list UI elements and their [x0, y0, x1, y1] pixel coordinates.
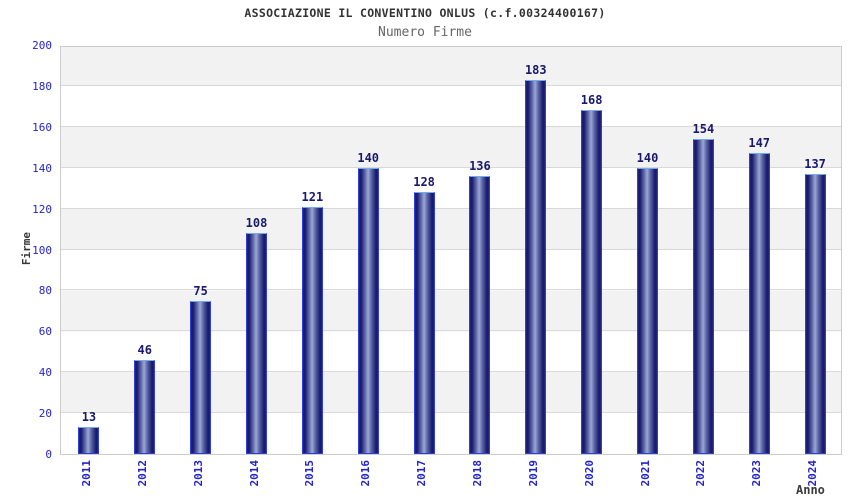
x-tick-label: 2018: [470, 460, 484, 487]
bar-value-label: 13: [81, 410, 97, 425]
gridline: [61, 371, 841, 373]
y-tick-label: 0: [45, 448, 52, 461]
x-tick-label: 2021: [638, 460, 652, 487]
bar-2018: [469, 175, 491, 454]
bar-value-label: 140: [636, 150, 659, 165]
gridline: [61, 166, 841, 168]
bar-value-label: 121: [301, 189, 324, 204]
x-tick-label: 2015: [303, 460, 317, 487]
x-tick-label: 2012: [135, 460, 149, 487]
x-tick-label: 2013: [191, 460, 205, 487]
x-tick-label: 2022: [694, 460, 708, 487]
bar-value-label: 108: [245, 216, 268, 231]
gridline: [61, 289, 841, 291]
bar-2014: [246, 233, 267, 454]
y-tick-label: 200: [32, 39, 52, 52]
y-tick-label: 60: [38, 325, 52, 339]
bar-2017: [413, 192, 435, 454]
bar-value-label: 154: [692, 122, 715, 137]
bar-2011: [78, 427, 100, 454]
bar-2012: [134, 359, 156, 454]
plot-area: 13 46 75 108 121 140 128 136 183 168 140 154 147 137: [60, 46, 842, 455]
gridline: [61, 84, 841, 86]
bar-value-label: 136: [469, 158, 491, 173]
x-tick-label: 2019: [526, 460, 540, 487]
x-axis-title: Anno: [796, 483, 825, 497]
bar-value-label: 75: [193, 283, 208, 298]
bar-2021: [637, 167, 658, 454]
bar-value-label: 168: [580, 93, 603, 108]
bar-2022: [692, 139, 714, 454]
y-tick-label: 80: [38, 284, 52, 298]
bar-value-label: 46: [137, 342, 153, 357]
x-tick-label: 2014: [247, 460, 261, 487]
chart-subtitle: Numero Firme: [378, 25, 472, 40]
x-tick-label: 2017: [415, 460, 429, 487]
bar-2024: [804, 173, 826, 454]
bar-2020: [581, 110, 603, 454]
bar-2016: [357, 167, 379, 454]
bar-2013: [190, 300, 212, 454]
gridline: [61, 330, 841, 332]
y-tick-label: 180: [32, 79, 52, 93]
gridline: [61, 412, 841, 414]
x-tick-label: 2011: [79, 460, 93, 487]
x-tick-label: 2020: [582, 460, 596, 487]
gridline: [61, 125, 841, 127]
y-tick-label: 140: [32, 161, 52, 175]
y-tick-label: 40: [38, 366, 52, 380]
bar-2019: [525, 79, 547, 454]
chart-title: ASSOCIAZIONE IL CONVENTINO ONLUS (c.f.00…: [244, 6, 606, 20]
x-tick-label: 2023: [750, 460, 764, 487]
y-tick-label: 160: [32, 120, 52, 134]
bar-value-label: 140: [357, 150, 380, 165]
bar-value-label: 128: [413, 175, 435, 190]
bar-2015: [301, 206, 323, 454]
gridline: [61, 207, 841, 209]
x-tick-label: 2016: [359, 460, 373, 487]
y-tick-label: 120: [32, 202, 52, 216]
bar-value-label: 183: [524, 62, 547, 77]
y-tick-label: 100: [32, 243, 52, 257]
bar-2023: [748, 153, 770, 454]
bar-value-label: 147: [748, 136, 771, 151]
y-tick-label: 20: [38, 407, 52, 421]
gridline: [61, 248, 841, 250]
bar-value-label: 137: [804, 156, 826, 171]
